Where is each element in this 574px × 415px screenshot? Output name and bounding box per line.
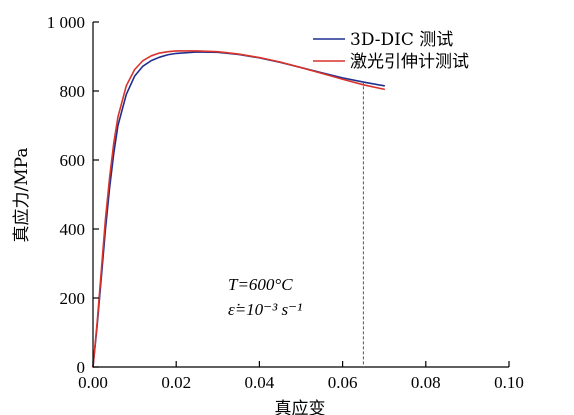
x-axis-title: 真应变 xyxy=(275,399,326,415)
y-axis-title: 真应力/MPa xyxy=(12,148,32,243)
condition-annotation: T=600°C ε̇=10⁻³ s⁻¹ xyxy=(228,275,302,319)
series-line-1 xyxy=(92,50,385,368)
x-tick-label: 0.00 xyxy=(78,373,108,392)
y-tick-label: 200 xyxy=(60,289,86,308)
y-tick-label: 600 xyxy=(60,151,86,170)
x-tick-label: 0.02 xyxy=(161,373,191,392)
axes-layer xyxy=(92,22,509,368)
series-line-0 xyxy=(92,51,385,368)
y-tick-label: 800 xyxy=(60,82,86,101)
x-tick-label: 0.08 xyxy=(411,373,441,392)
y-tick-label: 1 000 xyxy=(47,13,85,32)
legend-label-laser: 激光引伸计测试 xyxy=(350,52,469,72)
series-layer xyxy=(92,50,385,368)
x-tick-label: 0.10 xyxy=(494,373,524,392)
temperature-annotation: T=600°C xyxy=(228,275,293,294)
legend: 3D-DIC 测试 激光引伸计测试 xyxy=(313,30,469,72)
ticks-layer: 0.00 0.02 0.04 0.06 0.08 0.10 0 200 400 600 800 1 0… xyxy=(47,13,524,392)
legend-label-3d-dic: 3D-DIC 测试 xyxy=(350,30,453,50)
x-tick-label: 0.06 xyxy=(328,373,358,392)
strain-rate-annotation: ε̇=10⁻³ s⁻¹ xyxy=(228,300,302,319)
y-tick-label: 0 xyxy=(77,358,86,377)
x-tick-label: 0.04 xyxy=(245,373,275,392)
y-tick-label: 400 xyxy=(60,220,86,239)
